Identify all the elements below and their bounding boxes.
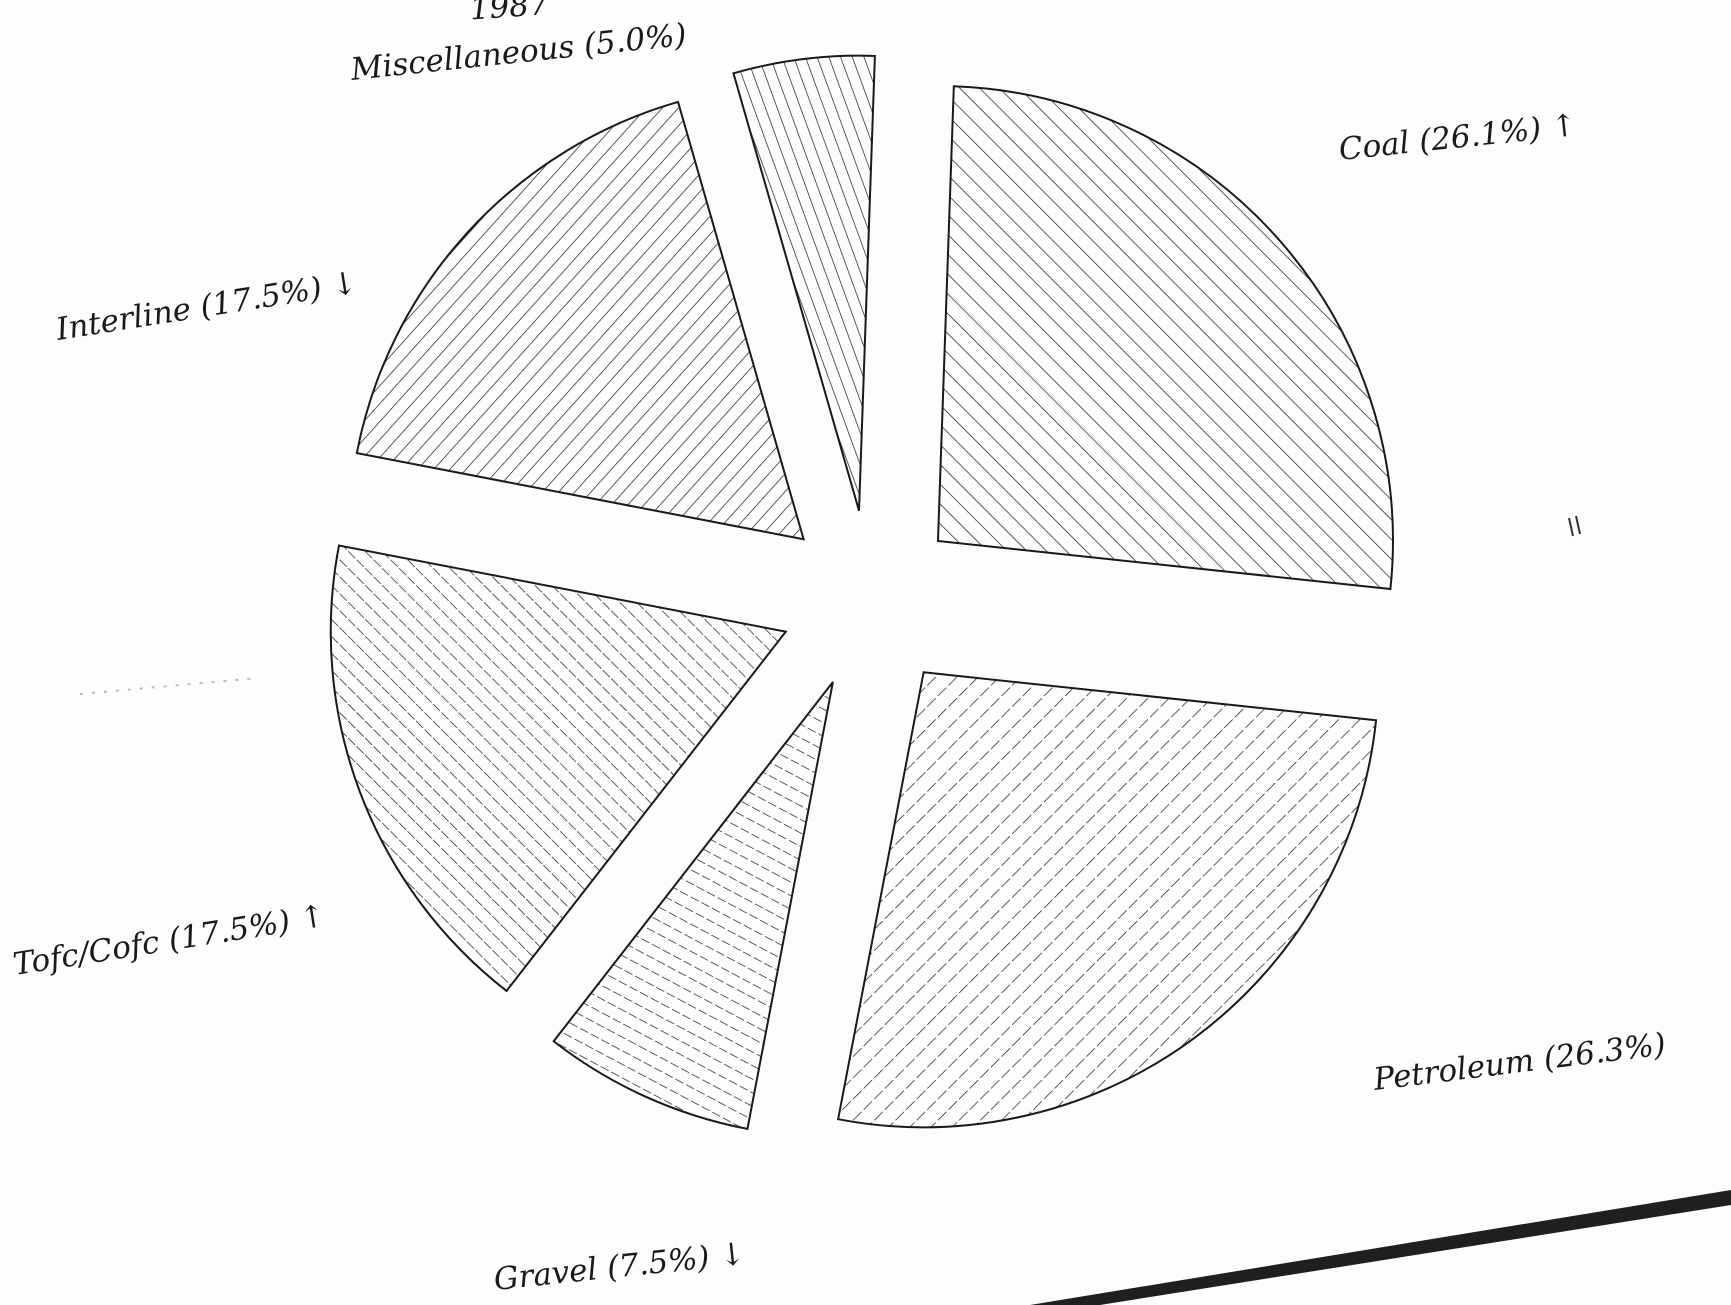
slice-label-petroleum: Petroleum (26.3%) [1371,1026,1668,1098]
slice-label-coal: Coal (26.1%) ↑ [1337,107,1579,168]
chart-title: 1987 [469,0,550,27]
pie-slice-interline [355,100,806,541]
pie-slice-coal [936,85,1394,591]
scan-dots [79,677,259,695]
pie-slice-miscellaneous [732,54,876,511]
slice-label-interline: Interline (17.5%) ↓ [53,265,360,348]
pie-slices [329,54,1394,1131]
pie-slice-gravel [552,681,834,1131]
pie-slice-tofccofc [329,544,788,993]
slice-label-miscellaneous: Miscellaneous (5.0%) [348,17,688,88]
scan-edge-bar [1030,1190,1731,1305]
pie-slice-petroleum [836,671,1378,1129]
slice-label-gravel: Gravel (7.5%) ↓ [492,1236,747,1298]
handwritten-mark [1568,515,1581,537]
slice-label-tofccofc: Tofc/Cofc (17.5%) ↑ [11,898,329,983]
